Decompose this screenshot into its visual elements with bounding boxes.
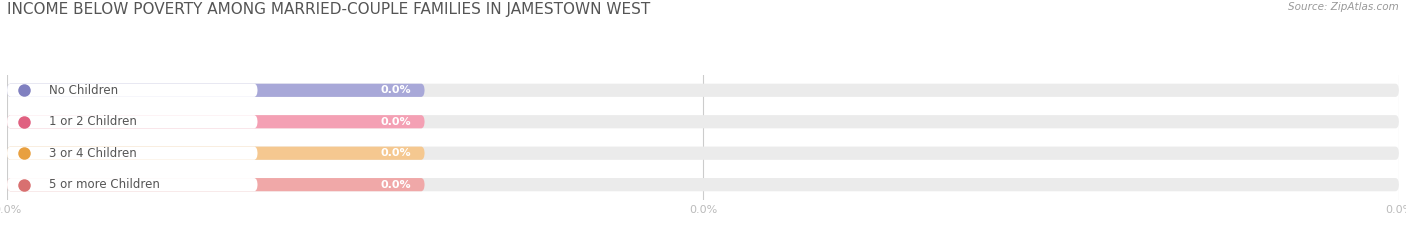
Text: Source: ZipAtlas.com: Source: ZipAtlas.com [1288,2,1399,12]
Text: No Children: No Children [49,84,118,97]
FancyBboxPatch shape [7,147,257,160]
FancyBboxPatch shape [7,178,257,191]
FancyBboxPatch shape [7,115,1399,128]
FancyBboxPatch shape [7,178,425,191]
Text: 1 or 2 Children: 1 or 2 Children [49,115,136,128]
Text: 0.0%: 0.0% [380,117,411,127]
FancyBboxPatch shape [7,115,425,128]
FancyBboxPatch shape [7,147,1399,160]
FancyBboxPatch shape [7,84,425,97]
Text: 0.0%: 0.0% [380,180,411,190]
Text: INCOME BELOW POVERTY AMONG MARRIED-COUPLE FAMILIES IN JAMESTOWN WEST: INCOME BELOW POVERTY AMONG MARRIED-COUPL… [7,2,651,17]
Text: 3 or 4 Children: 3 or 4 Children [49,147,136,160]
FancyBboxPatch shape [7,147,425,160]
FancyBboxPatch shape [7,178,1399,191]
FancyBboxPatch shape [7,115,257,128]
FancyBboxPatch shape [7,84,1399,97]
FancyBboxPatch shape [7,84,257,97]
Text: 5 or more Children: 5 or more Children [49,178,160,191]
Text: 0.0%: 0.0% [380,85,411,95]
Text: 0.0%: 0.0% [380,148,411,158]
